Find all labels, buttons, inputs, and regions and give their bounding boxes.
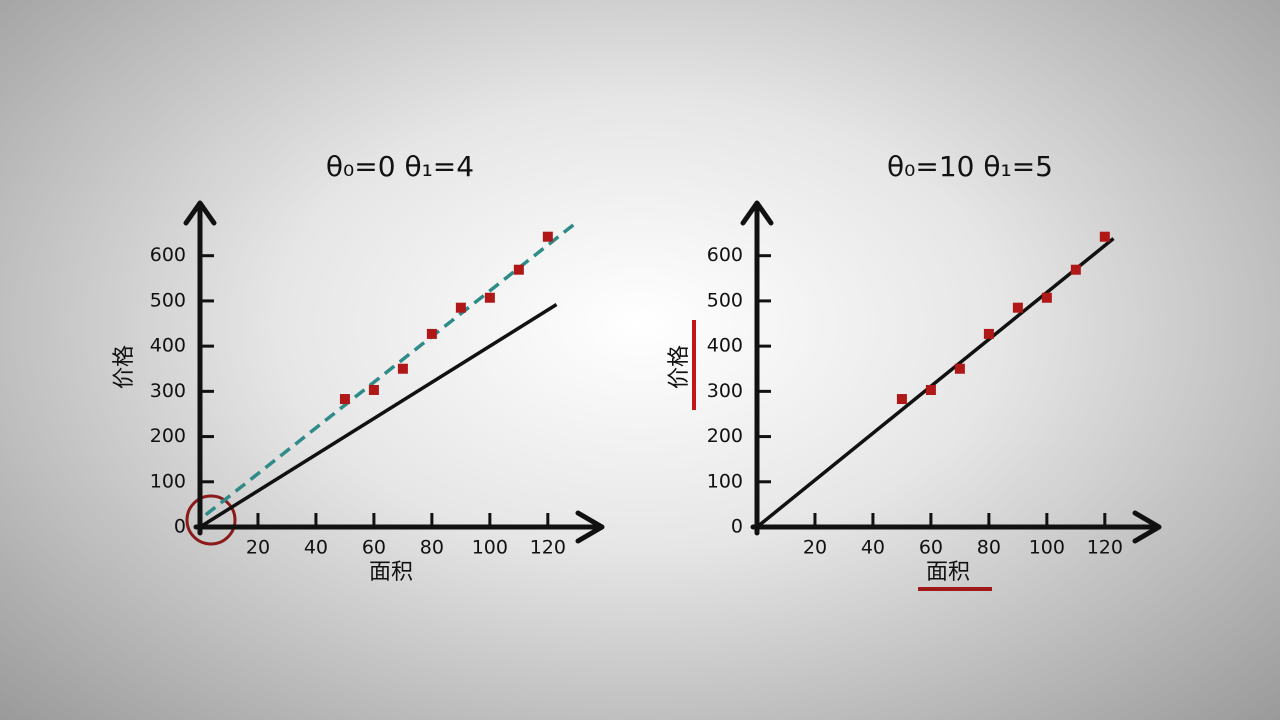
y-tick-label: 400: [150, 335, 186, 357]
data-point: [455, 302, 466, 313]
y-tick-label: 400: [707, 335, 743, 357]
data-point: [983, 328, 994, 339]
x-tick-label: 60: [919, 537, 943, 559]
x-axis: [193, 510, 605, 544]
y-tick-label: 500: [150, 289, 186, 311]
x-tick-label: 120: [1087, 537, 1123, 559]
y-axis: [183, 200, 217, 536]
fit-line: [755, 237, 1115, 529]
y-tick-label: 200: [707, 425, 743, 447]
y-tick-label: 600: [707, 244, 743, 266]
x-tick-label: 60: [362, 537, 386, 559]
x-axis: [750, 510, 1162, 544]
x-tick-label: 120: [530, 537, 566, 559]
y-tick-label: 600: [150, 244, 186, 266]
data-point: [397, 363, 408, 374]
chart-title: θ₀=10 θ₁=5: [887, 150, 1053, 183]
data-point: [954, 363, 965, 374]
data-point: [1041, 292, 1052, 303]
x-tick-label: 40: [861, 537, 885, 559]
y-tick-label: 300: [150, 380, 186, 402]
y-tick-label: 100: [707, 470, 743, 492]
y-tick-label: 200: [150, 425, 186, 447]
y-tick-label: 500: [707, 289, 743, 311]
x-tick-label: 40: [304, 537, 328, 559]
data-point: [484, 292, 495, 303]
x-tick-label: 20: [803, 537, 827, 559]
x-axis-label: 面积: [369, 560, 413, 585]
y-tick-label: 0: [174, 516, 186, 538]
data-point: [426, 328, 437, 339]
data-point: [1099, 231, 1110, 242]
x-tick-label: 100: [472, 537, 508, 559]
data-point: [1012, 302, 1023, 313]
chart-title: θ₀=0 θ₁=4: [326, 150, 474, 183]
origin-highlight: [185, 494, 237, 546]
fit-line: [204, 223, 575, 517]
x-tick-label: 80: [977, 537, 1001, 559]
fit-line: [199, 303, 558, 529]
y-tick-label: 100: [150, 470, 186, 492]
y-axis: [740, 200, 774, 536]
x-tick-label: 80: [420, 537, 444, 559]
y-tick-label: 0: [731, 516, 743, 538]
data-point: [339, 394, 350, 405]
y-axis-label: 价格: [112, 345, 137, 389]
y-tick-label: 300: [707, 380, 743, 402]
data-point: [925, 384, 936, 395]
data-point: [513, 264, 524, 275]
data-point: [1070, 264, 1081, 275]
data-point: [368, 384, 379, 395]
x-axis-label: 面积: [926, 560, 970, 585]
data-point: [542, 231, 553, 242]
x-tick-label: 20: [246, 537, 270, 559]
x-tick-label: 100: [1029, 537, 1065, 559]
y-axis-label: 价格: [667, 345, 692, 389]
data-point: [896, 394, 907, 405]
